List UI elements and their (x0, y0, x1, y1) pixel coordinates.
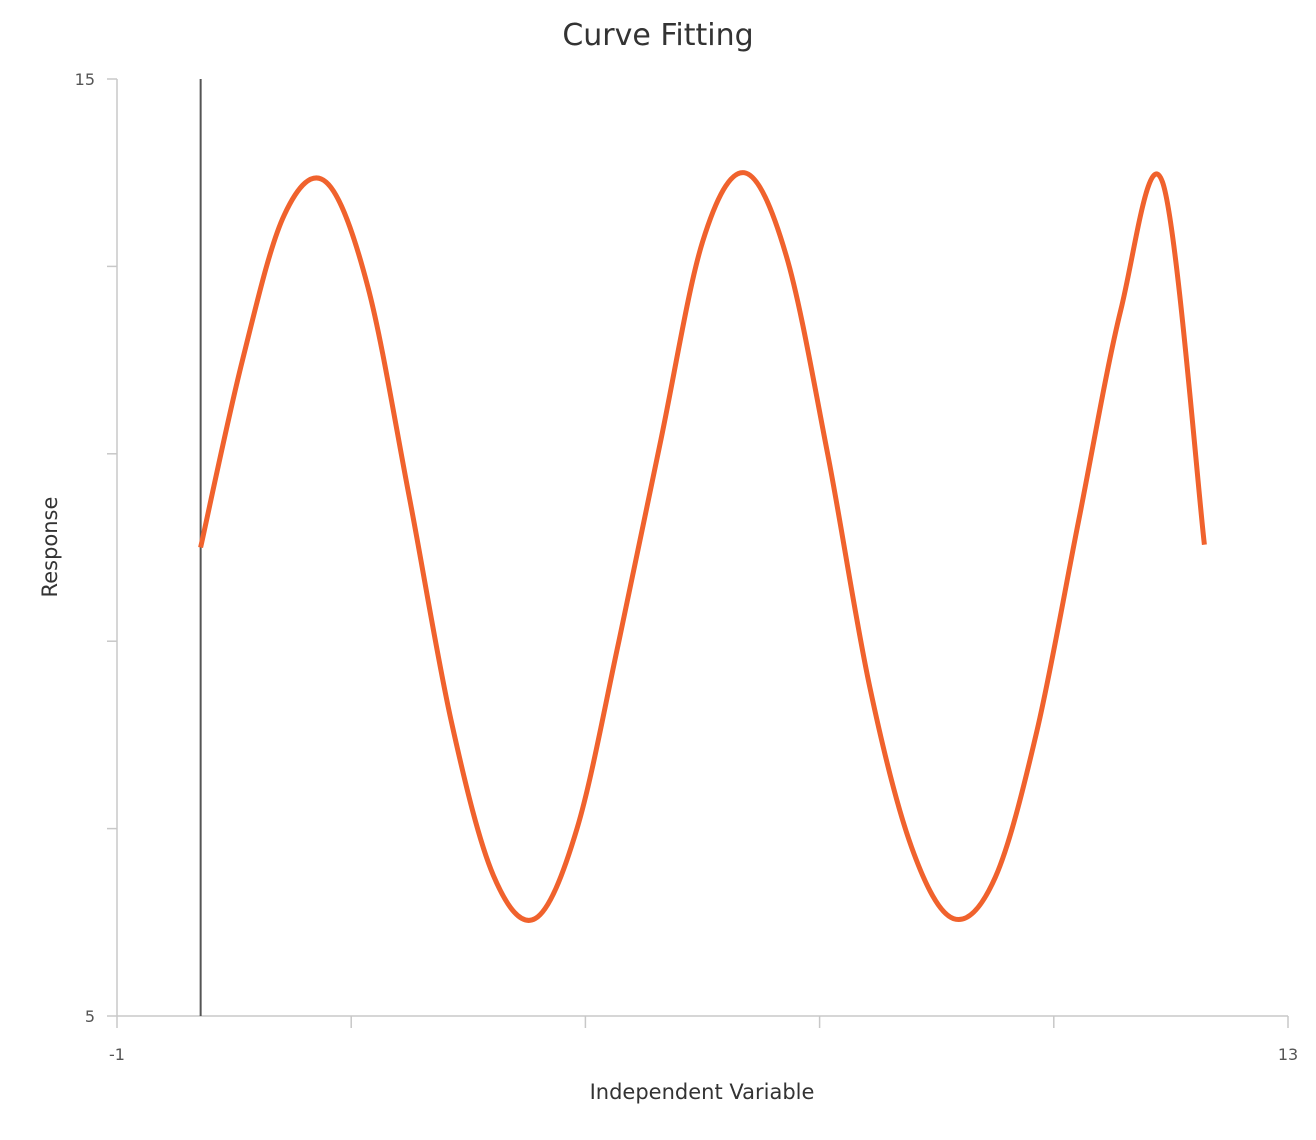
series-line (198, 170, 1207, 923)
chart-title: Curve Fitting (562, 18, 753, 53)
y-tick-label-bottom: 5 (85, 1007, 95, 1026)
x-axis-label: Independent Variable (590, 1080, 815, 1104)
x-tick-label-right: 13 (1278, 1045, 1298, 1064)
x-tick-label-left: -1 (109, 1045, 125, 1064)
plot-area (198, 79, 1207, 1016)
axes: 15 5 -1 13 (75, 70, 1299, 1064)
y-tick-label-top: 15 (75, 70, 95, 89)
y-axis-label: Response (38, 497, 62, 598)
